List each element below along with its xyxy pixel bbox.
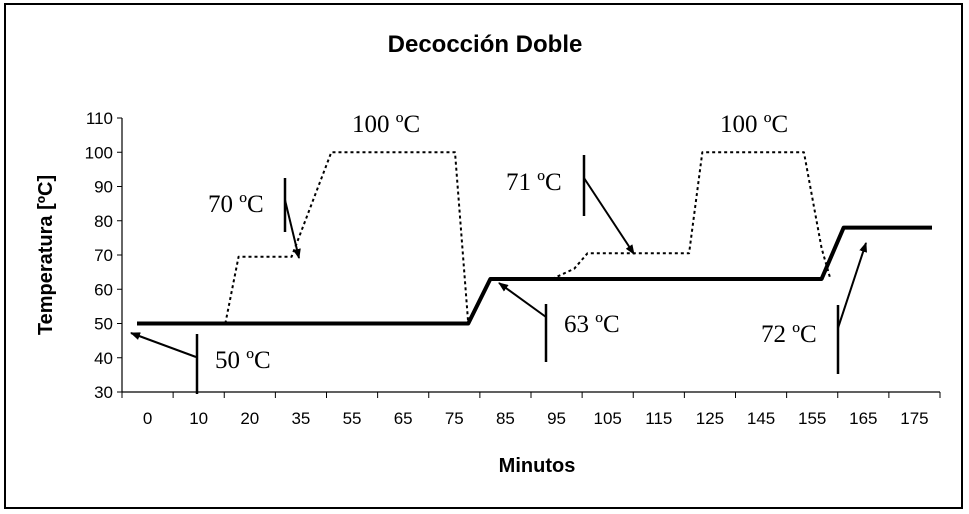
series-line-main xyxy=(137,225,932,326)
annotation-arrow xyxy=(837,242,867,329)
annotation-label: 100 ºC xyxy=(720,111,788,138)
x-tick-label: 85 xyxy=(496,409,515,428)
annotation-label: 100 ºC xyxy=(352,111,420,138)
annotation-label: 72 ºC xyxy=(761,321,817,348)
x-tick-label: 165 xyxy=(849,409,877,428)
y-tick-label: 70 xyxy=(94,246,113,265)
annotation-layer: 50 ºC 70 ºC 100 ºC 71 ºC 100 ºC 63 ºC 72 ºC xyxy=(130,111,867,394)
annotation-arrow xyxy=(284,199,301,259)
x-tick-label: 55 xyxy=(343,409,362,428)
chart-frame xyxy=(4,3,963,509)
series-line-decoction-2 xyxy=(551,151,832,280)
y-tick-label: 90 xyxy=(94,178,113,197)
y-tick-label: 40 xyxy=(94,349,113,368)
annotation-label: 63 ºC xyxy=(564,311,620,338)
x-axis-label: Minutos xyxy=(499,455,576,477)
x-tick-label: 10 xyxy=(189,409,208,428)
x-tick-label: 105 xyxy=(594,409,622,428)
x-tick-label: 95 xyxy=(547,409,566,428)
x-tick-label: 20 xyxy=(240,409,259,428)
x-tick-label: 65 xyxy=(394,409,413,428)
chart-title: Decocción Doble xyxy=(388,31,583,58)
x-tick-label: 35 xyxy=(291,409,310,428)
y-axis-label: Temperatura [ºC] xyxy=(35,175,57,335)
y-tick-label: 50 xyxy=(94,315,113,334)
y-tick-label: 30 xyxy=(94,383,113,402)
x-tick-label: 115 xyxy=(645,409,672,428)
x-tick-label: 75 xyxy=(445,409,464,428)
x-tick-label: 125 xyxy=(696,409,724,428)
x-tick-label: 175 xyxy=(900,409,928,428)
y-tick-label: 80 xyxy=(94,212,113,231)
annotation-label: 71 ºC xyxy=(506,169,562,196)
x-tick-label: 155 xyxy=(798,409,826,428)
annotation-label: 70 ºC xyxy=(208,191,264,218)
axes: 30 40 50 60 70 80 90 100 110 0 10 20 35 55 65 75 85 95 105… xyxy=(85,109,941,428)
series-line-decoction-1 xyxy=(224,151,470,324)
y-tick-label: 60 xyxy=(94,280,113,299)
series-layer xyxy=(137,151,932,326)
annotation-arrow xyxy=(498,282,547,318)
y-tick-label: 100 xyxy=(85,143,113,162)
annotation-arrow xyxy=(583,177,635,255)
x-tick-label: 0 xyxy=(143,409,152,428)
annotation-label: 50 ºC xyxy=(215,347,271,374)
x-tick-label: 145 xyxy=(747,409,775,428)
y-tick-label: 110 xyxy=(86,109,113,128)
annotation-arrow xyxy=(130,332,197,358)
